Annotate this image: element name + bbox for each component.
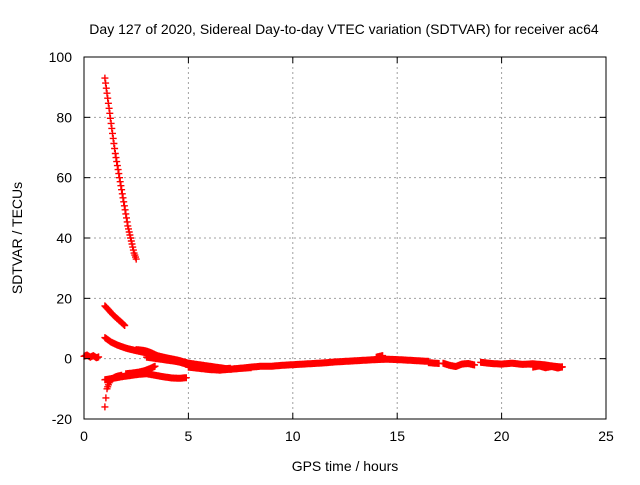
point-markers	[101, 74, 140, 263]
y-tick-label: 20	[56, 290, 72, 306]
x-tick-label: 10	[285, 428, 301, 444]
chart-title: Day 127 of 2020, Sidereal Day-to-day VTE…	[89, 21, 599, 37]
point-markers	[425, 359, 443, 367]
x-tick-label: 5	[185, 428, 193, 444]
x-tick-label: 0	[80, 428, 88, 444]
point-markers	[101, 302, 129, 329]
y-tick-label: -20	[52, 411, 72, 427]
series-arc13	[439, 359, 478, 370]
series-arc12	[425, 359, 443, 367]
data-points	[80, 74, 566, 411]
y-axis-label: SDTVAR / TECUs	[9, 182, 25, 294]
x-tick-label: 15	[389, 428, 405, 444]
series-arc7	[122, 362, 159, 378]
x-tick-label: 25	[598, 428, 614, 444]
axis-ticks: 0 5 10 15 20 25 -20 0 20 40 60 80 100	[49, 49, 614, 444]
point-markers	[439, 359, 478, 370]
y-tick-label: 60	[56, 170, 72, 186]
series-arc2	[101, 74, 140, 263]
point-markers	[529, 362, 566, 372]
point-markers	[122, 362, 159, 378]
x-tick-label: 20	[494, 428, 510, 444]
point-markers	[372, 352, 387, 361]
y-tick-label: 80	[56, 109, 72, 125]
series-arc15	[529, 362, 566, 372]
series-arc3	[101, 302, 129, 329]
y-tick-label: 100	[49, 49, 73, 65]
y-tick-label: 0	[64, 351, 72, 367]
y-tick-label: 40	[56, 230, 72, 246]
series-arc11	[372, 352, 387, 361]
x-axis-label: GPS time / hours	[292, 458, 399, 474]
